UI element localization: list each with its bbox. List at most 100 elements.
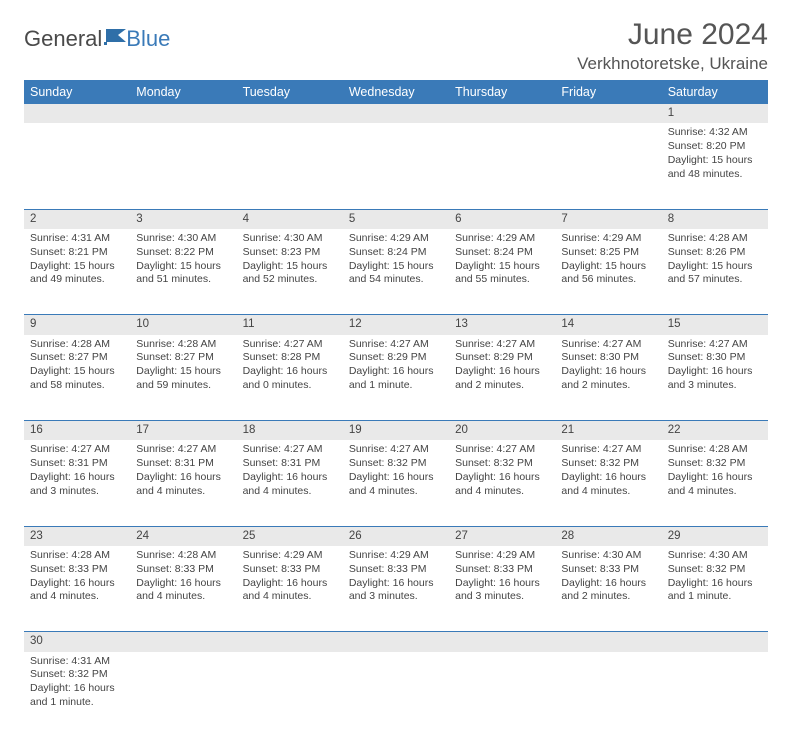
- day-info-line: Daylight: 16 hours: [455, 577, 549, 591]
- day-number-cell: 8: [662, 209, 768, 229]
- day-info-line: Sunset: 8:32 PM: [561, 457, 655, 471]
- day-info-line: Sunset: 8:24 PM: [455, 246, 549, 260]
- day-info-line: Sunrise: 4:27 AM: [561, 443, 655, 457]
- day-number-cell: 11: [237, 315, 343, 335]
- day-number-cell: 23: [24, 526, 130, 546]
- day-info-line: Daylight: 15 hours: [668, 260, 762, 274]
- day-info-line: Sunrise: 4:28 AM: [30, 338, 124, 352]
- day-number-cell: 25: [237, 526, 343, 546]
- day-content-cell: Sunrise: 4:30 AMSunset: 8:32 PMDaylight:…: [662, 546, 768, 632]
- day-info-line: and 56 minutes.: [561, 273, 655, 287]
- day-content-cell: [343, 652, 449, 738]
- day-number-cell: [555, 104, 661, 123]
- day-info-line: Daylight: 16 hours: [136, 471, 230, 485]
- content-row: Sunrise: 4:27 AM Sunset: 8:31 PM Daylight:…: [24, 440, 768, 526]
- day-number-cell: [449, 104, 555, 123]
- day-info-line: Sunset: 8:30 PM: [668, 351, 762, 365]
- day-number-cell: 30: [24, 632, 130, 652]
- weekday-header: Monday: [130, 80, 236, 104]
- day-info-line: Sunrise: 4:27 AM: [243, 338, 337, 352]
- day-number-cell: 10: [130, 315, 236, 335]
- day-content-cell: [449, 123, 555, 209]
- day-info-line: Sunset: 8:25 PM: [561, 246, 655, 260]
- day-info-line: Sunset: 8:29 PM: [349, 351, 443, 365]
- day-content-cell: [449, 652, 555, 738]
- day-info-line: Sunset: 8:32 PM: [455, 457, 549, 471]
- day-number-cell: [662, 632, 768, 652]
- day-info-line: and 59 minutes.: [136, 379, 230, 393]
- day-info-line: Sunrise: 4:28 AM: [136, 338, 230, 352]
- title-block: June 2024 Verkhnotoretske, Ukraine: [577, 18, 768, 74]
- day-number-cell: 15: [662, 315, 768, 335]
- day-info-line: Sunrise: 4:27 AM: [455, 338, 549, 352]
- day-info-line: and 2 minutes.: [455, 379, 549, 393]
- day-info-line: Sunrise: 4:29 AM: [561, 232, 655, 246]
- day-info-line: Sunrise: 4:27 AM: [349, 338, 443, 352]
- day-info-line: and 55 minutes.: [455, 273, 549, 287]
- day-info-line: Daylight: 16 hours: [349, 365, 443, 379]
- day-info-line: Daylight: 16 hours: [668, 365, 762, 379]
- day-info-line: Sunrise: 4:27 AM: [349, 443, 443, 457]
- day-info-line: and 4 minutes.: [455, 485, 549, 499]
- day-info-line: Daylight: 16 hours: [668, 577, 762, 591]
- day-number-cell: 4: [237, 209, 343, 229]
- day-number-cell: 19: [343, 421, 449, 441]
- content-row: Sunrise: 4:32 AMSunset: 8:20 PMDaylight:…: [24, 123, 768, 209]
- day-info-line: and 58 minutes.: [30, 379, 124, 393]
- day-info-line: Daylight: 16 hours: [349, 471, 443, 485]
- day-content-cell: Sunrise: 4:28 AMSunset: 8:33 PMDaylight:…: [24, 546, 130, 632]
- day-number-cell: 6: [449, 209, 555, 229]
- day-number-cell: 29: [662, 526, 768, 546]
- day-info-line: Sunset: 8:33 PM: [136, 563, 230, 577]
- day-info-line: and 54 minutes.: [349, 273, 443, 287]
- daynum-row: 23242526272829: [24, 526, 768, 546]
- day-content-cell: Sunrise: 4:27 AMSunset: 8:31 PMDaylight:…: [24, 440, 130, 526]
- day-info-line: Sunrise: 4:28 AM: [30, 549, 124, 563]
- calendar-table: Sunday Monday Tuesday Wednesday Thursday…: [24, 80, 768, 738]
- day-content-cell: Sunrise: 4:27 AMSunset: 8:29 PMDaylight:…: [449, 335, 555, 421]
- day-info-line: Daylight: 16 hours: [30, 577, 124, 591]
- day-info-line: Daylight: 16 hours: [349, 577, 443, 591]
- content-row: Sunrise: 4:28 AMSunset: 8:27 PMDaylight:…: [24, 335, 768, 421]
- weekday-header: Thursday: [449, 80, 555, 104]
- day-number-cell: 13: [449, 315, 555, 335]
- day-info-line: Sunset: 8:31 PM: [30, 457, 124, 471]
- day-info-line: Daylight: 16 hours: [561, 471, 655, 485]
- day-info-line: Daylight: 16 hours: [243, 365, 337, 379]
- day-info-line: Daylight: 16 hours: [561, 577, 655, 591]
- day-number-cell: 1: [662, 104, 768, 123]
- day-info-line: and 2 minutes.: [561, 379, 655, 393]
- day-info-line: Sunset: 8:32 PM: [349, 457, 443, 471]
- day-content-cell: Sunrise: 4:30 AMSunset: 8:23 PMDaylight:…: [237, 229, 343, 315]
- day-content-cell: Sunrise: 4:28 AMSunset: 8:33 PMDaylight:…: [130, 546, 236, 632]
- day-info-line: Daylight: 15 hours: [136, 365, 230, 379]
- day-info-line: Sunrise: 4:29 AM: [455, 232, 549, 246]
- day-info-line: Sunset: 8:22 PM: [136, 246, 230, 260]
- day-content-cell: [343, 123, 449, 209]
- day-info-line: Sunrise: 4:29 AM: [349, 232, 443, 246]
- day-number-cell: 21: [555, 421, 661, 441]
- day-content-cell: Sunrise: 4:30 AMSunset: 8:22 PMDaylight:…: [130, 229, 236, 315]
- day-info-line: Sunrise: 4:29 AM: [455, 549, 549, 563]
- day-info-line: Sunrise: 4:30 AM: [243, 232, 337, 246]
- day-info-line: Sunset: 8:33 PM: [455, 563, 549, 577]
- day-number-cell: 28: [555, 526, 661, 546]
- day-info-line: Sunrise: 4:28 AM: [136, 549, 230, 563]
- day-info-line: Sunset: 8:30 PM: [561, 351, 655, 365]
- day-number-cell: 7: [555, 209, 661, 229]
- day-info-line: Sunset: 8:31 PM: [243, 457, 337, 471]
- daynum-row: 1: [24, 104, 768, 123]
- day-info-line: Sunrise: 4:32 AM: [668, 126, 762, 140]
- day-number-cell: 3: [130, 209, 236, 229]
- day-info-line: and 4 minutes.: [30, 590, 124, 604]
- day-content-cell: Sunrise: 4:32 AMSunset: 8:20 PMDaylight:…: [662, 123, 768, 209]
- day-content-cell: Sunrise: 4:27 AMSunset: 8:30 PMDaylight:…: [662, 335, 768, 421]
- day-number-cell: 22: [662, 421, 768, 441]
- day-content-cell: [555, 123, 661, 209]
- day-info-line: and 3 minutes.: [30, 485, 124, 499]
- weekday-header: Saturday: [662, 80, 768, 104]
- day-info-line: and 0 minutes.: [243, 379, 337, 393]
- weekday-header: Friday: [555, 80, 661, 104]
- day-content-cell: Sunrise: 4:29 AMSunset: 8:33 PMDaylight:…: [449, 546, 555, 632]
- day-info-line: Sunset: 8:28 PM: [243, 351, 337, 365]
